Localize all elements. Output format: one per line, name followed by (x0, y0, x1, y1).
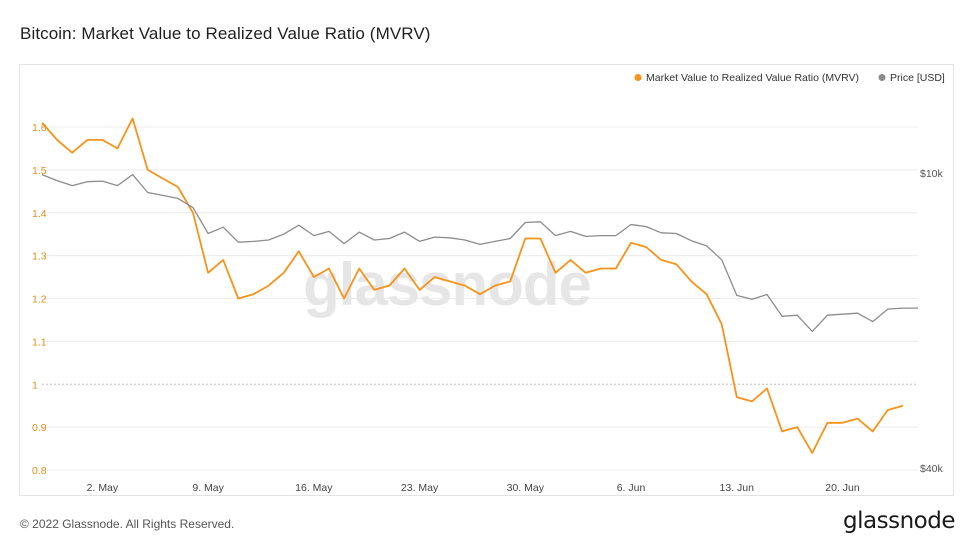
y-left-tick-label: 0.9 (32, 422, 47, 434)
x-tick-label: 20. Jun (825, 482, 860, 494)
x-tick-label: 2. May (87, 482, 119, 494)
y-right-tick-label: $40k (920, 463, 944, 475)
grid-lines (42, 126, 918, 471)
x-tick-label: 16. May (295, 482, 333, 494)
x-tick-label: 30. May (507, 482, 545, 494)
x-tick-label: 23. May (401, 482, 439, 494)
mvrv-chart: glassnode 0.8 0.9 1 1.1 1.2 1.3 1.4 1.5 1.6 $10k $… (32, 72, 945, 494)
y-left-tick-label: 1.4 (32, 208, 47, 220)
legend-price-marker (878, 74, 886, 81)
axis-layer: 0.8 0.9 1 1.1 1.2 1.3 1.4 1.5 1.6 $10k $40k 2. May 9… (32, 122, 944, 494)
legend[interactable]: Market Value to Realized Value Ratio (MV… (634, 72, 945, 84)
y-left-tick-label: 1.2 (32, 294, 47, 306)
legend-price-label[interactable]: Price [USD] (890, 72, 945, 84)
x-tick-label: 6. Jun (617, 482, 646, 494)
copyright-text: © 2022 Glassnode. All Rights Reserved. (20, 517, 235, 531)
series-layer (41, 117, 918, 454)
y-left-tick-label: 0.8 (32, 465, 47, 477)
x-tick-label: 9. May (192, 482, 224, 494)
y-left-tick-label: 1 (32, 379, 38, 391)
price-series-line[interactable] (41, 173, 918, 333)
chart-panel[interactable]: glassnode 0.8 0.9 1 1.1 1.2 1.3 1.4 1.5 1.6 $10k $… (19, 64, 954, 496)
mvrv-series-line[interactable] (41, 117, 904, 454)
y-right-tick-label: $10k (920, 168, 944, 180)
glassnode-watermark: glassnode (303, 251, 591, 318)
legend-mvrv-marker (634, 74, 642, 81)
y-left-tick-label: 1.3 (32, 251, 47, 263)
legend-mvrv-label[interactable]: Market Value to Realized Value Ratio (MV… (646, 72, 859, 84)
page-title: Bitcoin: Market Value to Realized Value … (20, 24, 431, 43)
y-left-tick-label: 1.5 (32, 165, 47, 177)
y-left-tick-label: 1.6 (32, 122, 47, 134)
y-left-tick-label: 1.1 (32, 336, 47, 348)
glassnode-logo[interactable]: glassnode (843, 508, 955, 534)
x-tick-label: 13. Jun (720, 482, 755, 494)
